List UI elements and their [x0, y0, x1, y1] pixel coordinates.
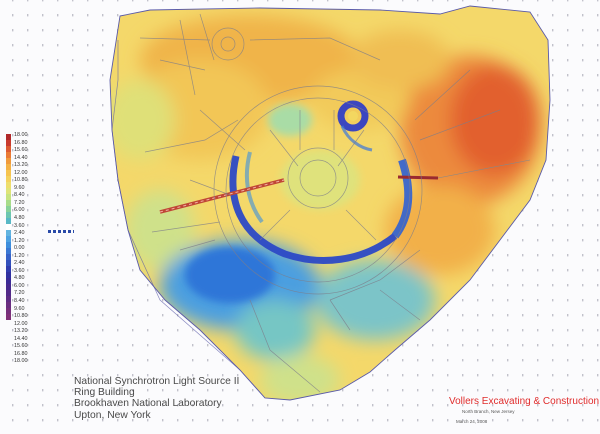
- legend-value: 3.60: [14, 222, 25, 229]
- legend-value: 18.00: [14, 358, 28, 365]
- legend-value: 10.80: [14, 313, 28, 320]
- legend-swatch: [6, 200, 11, 207]
- legend-swatch: [6, 296, 11, 303]
- legend-swatch: [6, 272, 11, 279]
- legend-swatch: [6, 278, 11, 285]
- legend-value: 16.80: [14, 350, 28, 357]
- legend-swatch: [6, 230, 11, 237]
- legend-value: 9.60: [14, 184, 25, 191]
- legend-value: 1.20: [14, 237, 25, 244]
- legend-swatch: [6, 140, 11, 147]
- legend-value: 9.60: [14, 305, 25, 312]
- legend-swatch: [6, 152, 11, 159]
- site-outlines: [139, 13, 501, 393]
- lollipop-cut: [337, 100, 369, 132]
- title-line-1: National Synchrotron Light Source II: [74, 376, 240, 387]
- legend-swatch: [6, 266, 11, 273]
- company-name: Vollers Excavating & Construction: [449, 396, 600, 407]
- legend-swatch: [6, 284, 11, 291]
- legend-swatch: [6, 134, 11, 141]
- legend-value: 12.00: [14, 169, 28, 176]
- legend-value: 14.40: [14, 335, 28, 342]
- legend-value: 6.00: [14, 207, 25, 214]
- legend-value: 8.40: [14, 192, 25, 199]
- legend-swatch: [6, 290, 11, 297]
- legend-swatch: [6, 164, 11, 171]
- legend-value: 2.40: [14, 260, 25, 267]
- legend-zero-marker: [48, 230, 74, 233]
- legend-value: 7.20: [14, 199, 25, 206]
- legend-swatch: [6, 194, 11, 201]
- beamline-trench-west: [159, 178, 285, 214]
- legend-swatch: [6, 224, 11, 231]
- legend-value: 13.20: [14, 328, 28, 335]
- legend-value: 4.80: [14, 215, 25, 222]
- title-line-2: Ring Building: [74, 387, 135, 399]
- legend-value: 15.60: [14, 343, 28, 350]
- legend-swatch: [6, 308, 11, 315]
- legend-swatch: [6, 146, 11, 153]
- legend-value: 18.00: [14, 132, 28, 138]
- legend-value: 3.60: [14, 267, 25, 274]
- legend-swatch: [6, 170, 11, 177]
- legend-value: 12.00: [14, 320, 28, 327]
- site-boundary: [109, 5, 551, 401]
- legend-swatch: [6, 158, 11, 165]
- legend-swatch: [6, 236, 11, 243]
- legend-value: 0.00: [14, 245, 25, 252]
- company-location: North Branch, New Jersey: [462, 409, 515, 414]
- legend-value: 14.40: [14, 154, 28, 161]
- legend-swatch: [6, 176, 11, 183]
- legend-labels: 18.00 16.80 15.60 14.40 13.20 12.00 10.80 9.60 8…: [14, 132, 38, 366]
- legend-value: 15.60: [14, 147, 28, 154]
- legend-value: 16.80: [14, 139, 28, 146]
- legend-swatch: [6, 212, 11, 219]
- legend-swatch: [6, 242, 11, 249]
- company-date: March 24, 2008: [456, 419, 488, 424]
- cut-fill-heatmap: [110, 6, 550, 400]
- legend-swatch: [6, 218, 11, 225]
- legend-value: 1.20: [14, 252, 25, 259]
- legend-swatch: [6, 254, 11, 261]
- legend-value: 7.20: [14, 290, 25, 297]
- legend-value: 2.40: [14, 230, 25, 237]
- legend-value: 4.80: [14, 275, 25, 282]
- legend-swatch: [6, 302, 11, 309]
- legend-swatch: [6, 248, 11, 255]
- legend-value: 10.80: [14, 177, 28, 184]
- title-line-3: Brookhaven National Laboratory: [74, 398, 222, 410]
- legend-swatch: [6, 188, 11, 195]
- title-line-4: Upton, New York: [74, 409, 151, 421]
- legend-swatch: [6, 182, 11, 189]
- legend-swatch: [6, 206, 11, 213]
- title-block: National Synchrotron Light Source II Rin…: [74, 376, 239, 421]
- legend-value: 6.00: [14, 282, 25, 289]
- legend-value: 8.40: [14, 298, 25, 305]
- legend-value: 13.20: [14, 162, 28, 169]
- legend-color-scale: [6, 134, 11, 320]
- legend-swatch: [6, 260, 11, 267]
- beamline-trench-east: [397, 175, 439, 180]
- legend-swatch: [6, 314, 11, 320]
